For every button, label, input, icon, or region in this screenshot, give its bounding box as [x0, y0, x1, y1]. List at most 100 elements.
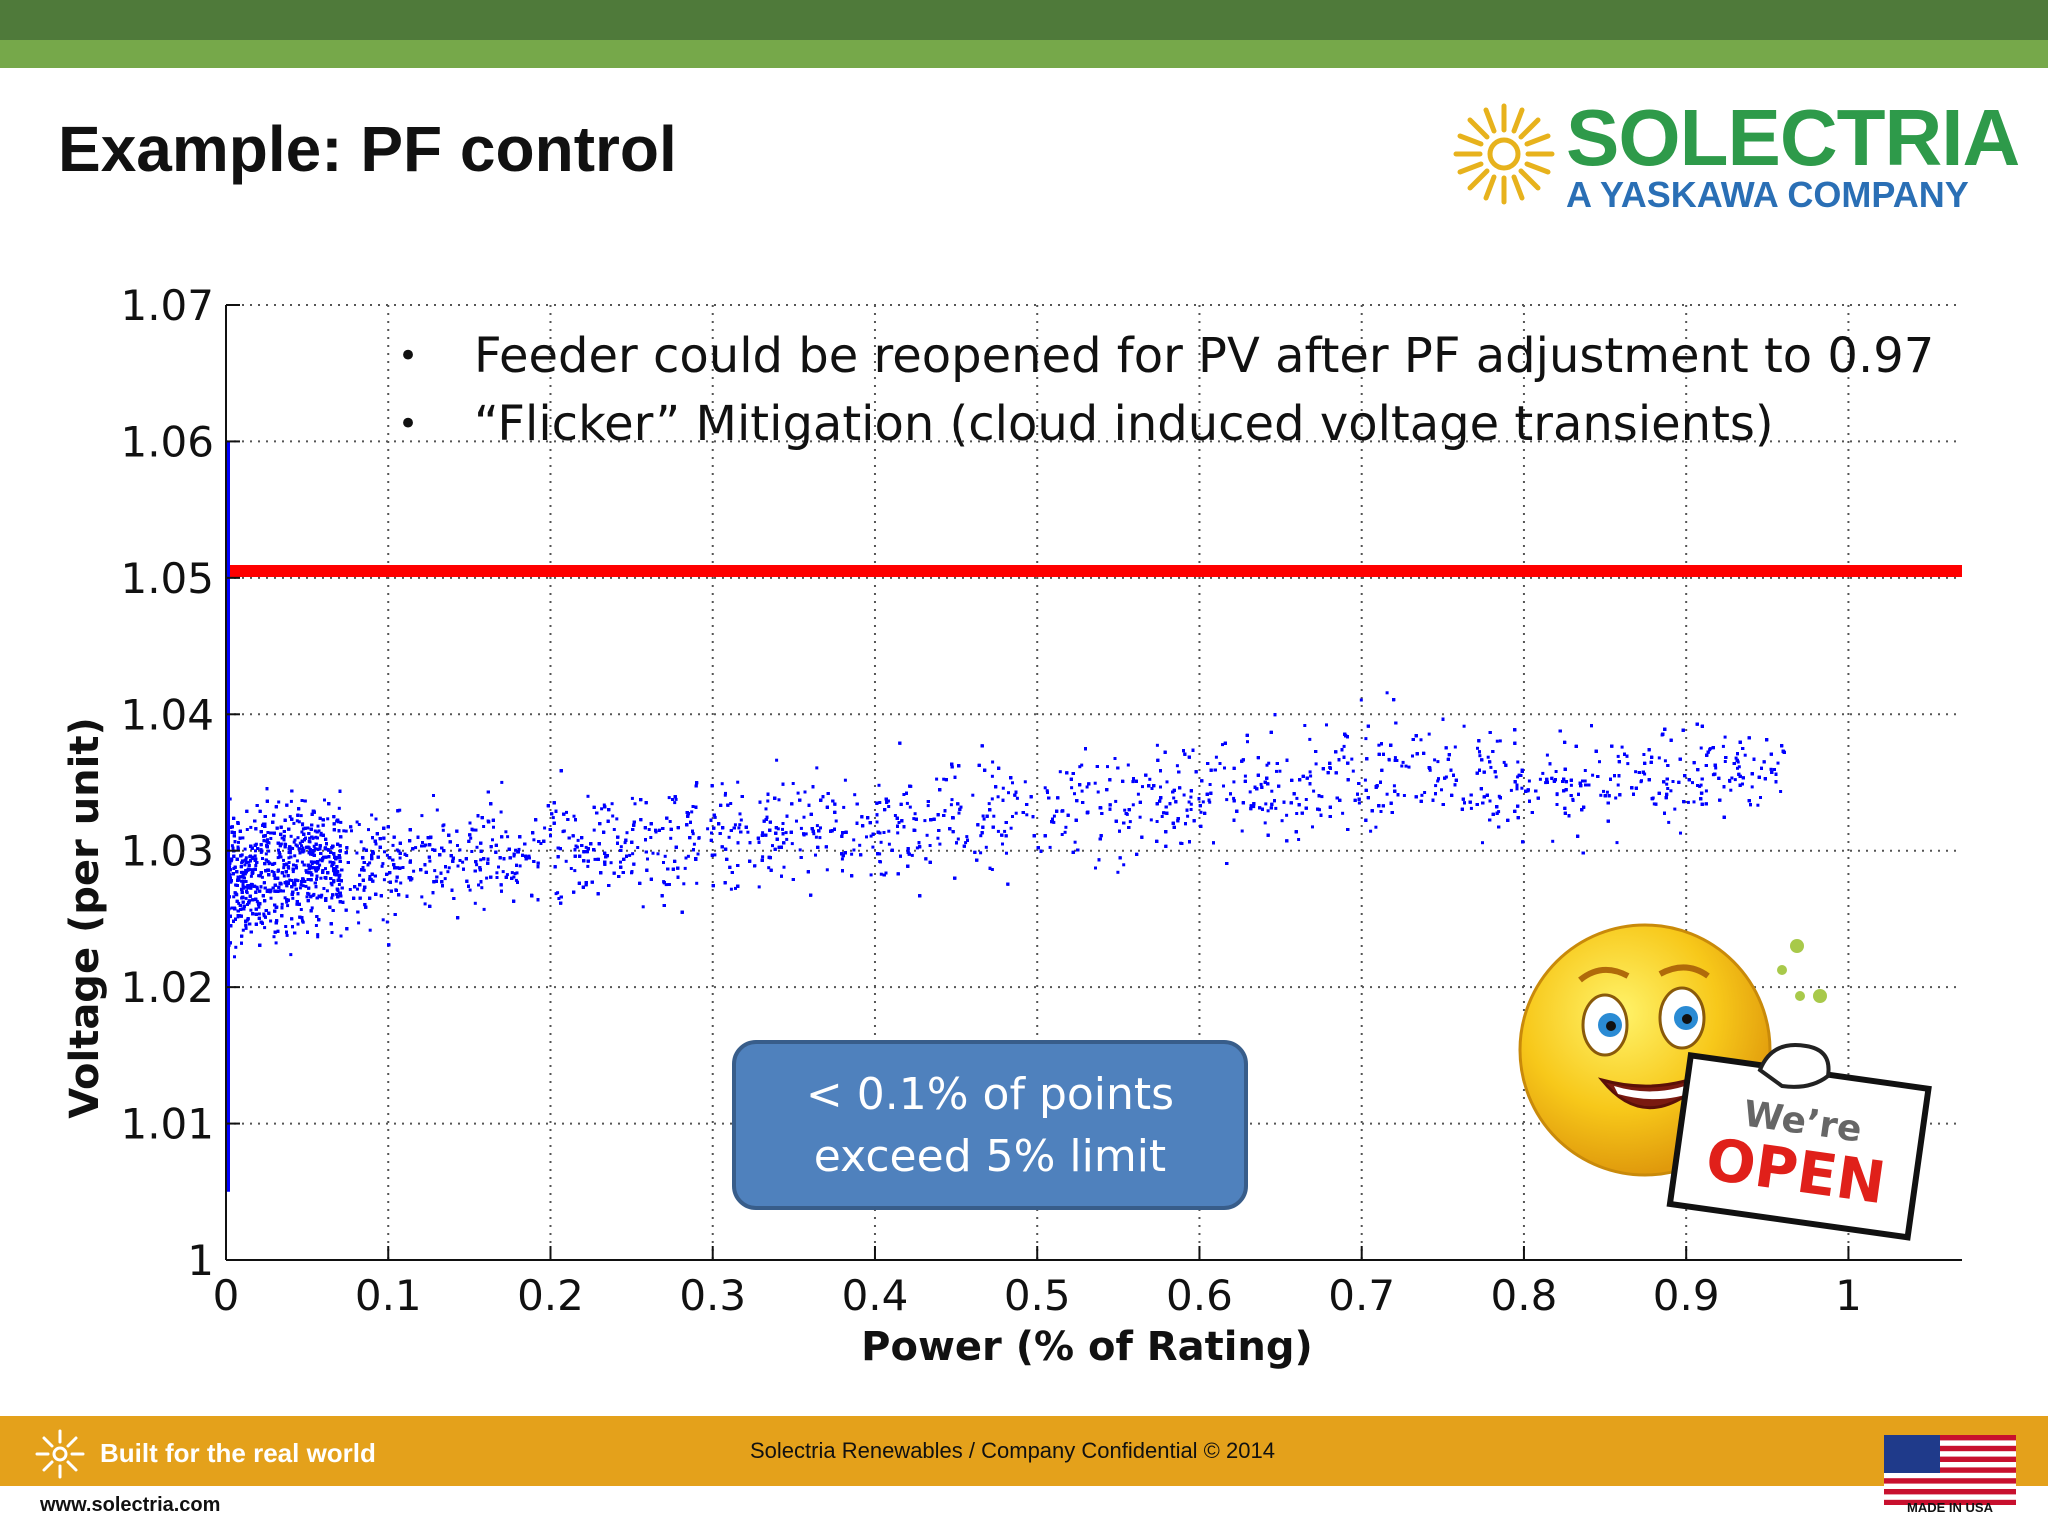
data-point: [1469, 806, 1473, 810]
data-point: [1691, 781, 1694, 785]
data-point: [254, 849, 257, 853]
data-point: [300, 860, 304, 864]
data-point: [1357, 801, 1361, 805]
data-point: [237, 901, 241, 905]
data-point: [325, 889, 329, 893]
data-point: [249, 825, 253, 829]
data-point: [420, 814, 424, 818]
data-point: [557, 897, 561, 900]
data-point: [1014, 811, 1018, 815]
data-point: [1318, 808, 1321, 812]
data-point: [842, 805, 846, 809]
data-point: [1350, 757, 1354, 761]
data-point: [674, 797, 678, 801]
data-point: [1488, 799, 1492, 803]
data-point: [776, 827, 780, 831]
data-point: [935, 777, 939, 781]
data-point: [1663, 759, 1667, 763]
data-point: [501, 870, 505, 874]
data-point: [1267, 761, 1271, 765]
data-point: [1729, 788, 1733, 792]
data-point: [398, 808, 402, 812]
data-point: [299, 814, 303, 818]
data-point: [282, 858, 285, 862]
data-point: [1420, 793, 1424, 797]
data-point: [1160, 815, 1164, 818]
data-point: [461, 860, 465, 864]
data-point: [1692, 800, 1696, 804]
data-point: [686, 854, 690, 858]
data-point: [791, 782, 795, 785]
data-point: [729, 887, 733, 891]
data-point: [1351, 769, 1355, 773]
data-point: [469, 836, 473, 840]
data-point: [692, 842, 696, 846]
data-point: [1275, 769, 1278, 773]
data-point: [305, 895, 309, 899]
data-point: [1363, 778, 1367, 782]
data-point: [586, 794, 590, 798]
data-point: [518, 864, 522, 868]
data-point: [1123, 808, 1127, 812]
data-point: [269, 837, 273, 840]
data-point: [479, 858, 483, 862]
data-points: [226, 691, 1786, 959]
data-point: [1723, 735, 1727, 739]
data-point: [938, 842, 942, 846]
data-point: [628, 853, 632, 857]
data-point: [1189, 802, 1193, 806]
data-point: [785, 837, 789, 841]
data-point: [777, 798, 781, 802]
data-point: [313, 866, 317, 870]
data-point: [504, 830, 508, 834]
data-point: [269, 919, 273, 923]
data-point: [990, 797, 994, 801]
data-point: [1599, 793, 1603, 797]
data-point: [512, 875, 516, 879]
data-point: [289, 834, 293, 838]
data-point: [1048, 845, 1052, 849]
data-point: [398, 856, 402, 860]
data-point: [739, 818, 743, 822]
data-point: [1359, 698, 1363, 702]
data-point: [1266, 809, 1270, 813]
data-point: [338, 849, 342, 853]
data-point: [1721, 744, 1725, 748]
data-point: [1779, 790, 1783, 793]
data-point: [441, 828, 445, 832]
data-point: [1402, 794, 1406, 797]
data-point: [1583, 769, 1587, 772]
sun-logo-icon: [1453, 103, 1555, 205]
data-point: [1165, 780, 1169, 784]
data-point: [458, 848, 462, 852]
data-point: [267, 849, 271, 853]
data-point: [335, 892, 339, 896]
data-point: [321, 855, 325, 859]
data-point: [767, 866, 771, 870]
data-point: [1581, 779, 1584, 783]
data-point: [871, 845, 875, 849]
data-point: [1769, 767, 1773, 771]
data-point: [319, 876, 323, 880]
data-point: [295, 819, 299, 823]
data-point: [843, 778, 847, 782]
data-point: [391, 843, 395, 847]
data-point: [663, 854, 667, 858]
data-point: [1733, 778, 1737, 782]
data-point: [273, 889, 277, 893]
data-point: [368, 875, 372, 878]
data-point: [840, 857, 844, 861]
data-point: [869, 834, 873, 838]
data-point: [956, 837, 960, 841]
data-point: [1723, 760, 1727, 763]
data-point: [447, 866, 451, 870]
data-point: [1497, 810, 1501, 814]
data-point: [682, 882, 686, 886]
data-point: [229, 859, 233, 863]
data-point: [492, 825, 495, 829]
data-point: [399, 881, 403, 885]
data-point: [1404, 764, 1408, 768]
data-point: [733, 823, 737, 827]
data-point: [1221, 743, 1224, 747]
data-point: [915, 846, 919, 850]
